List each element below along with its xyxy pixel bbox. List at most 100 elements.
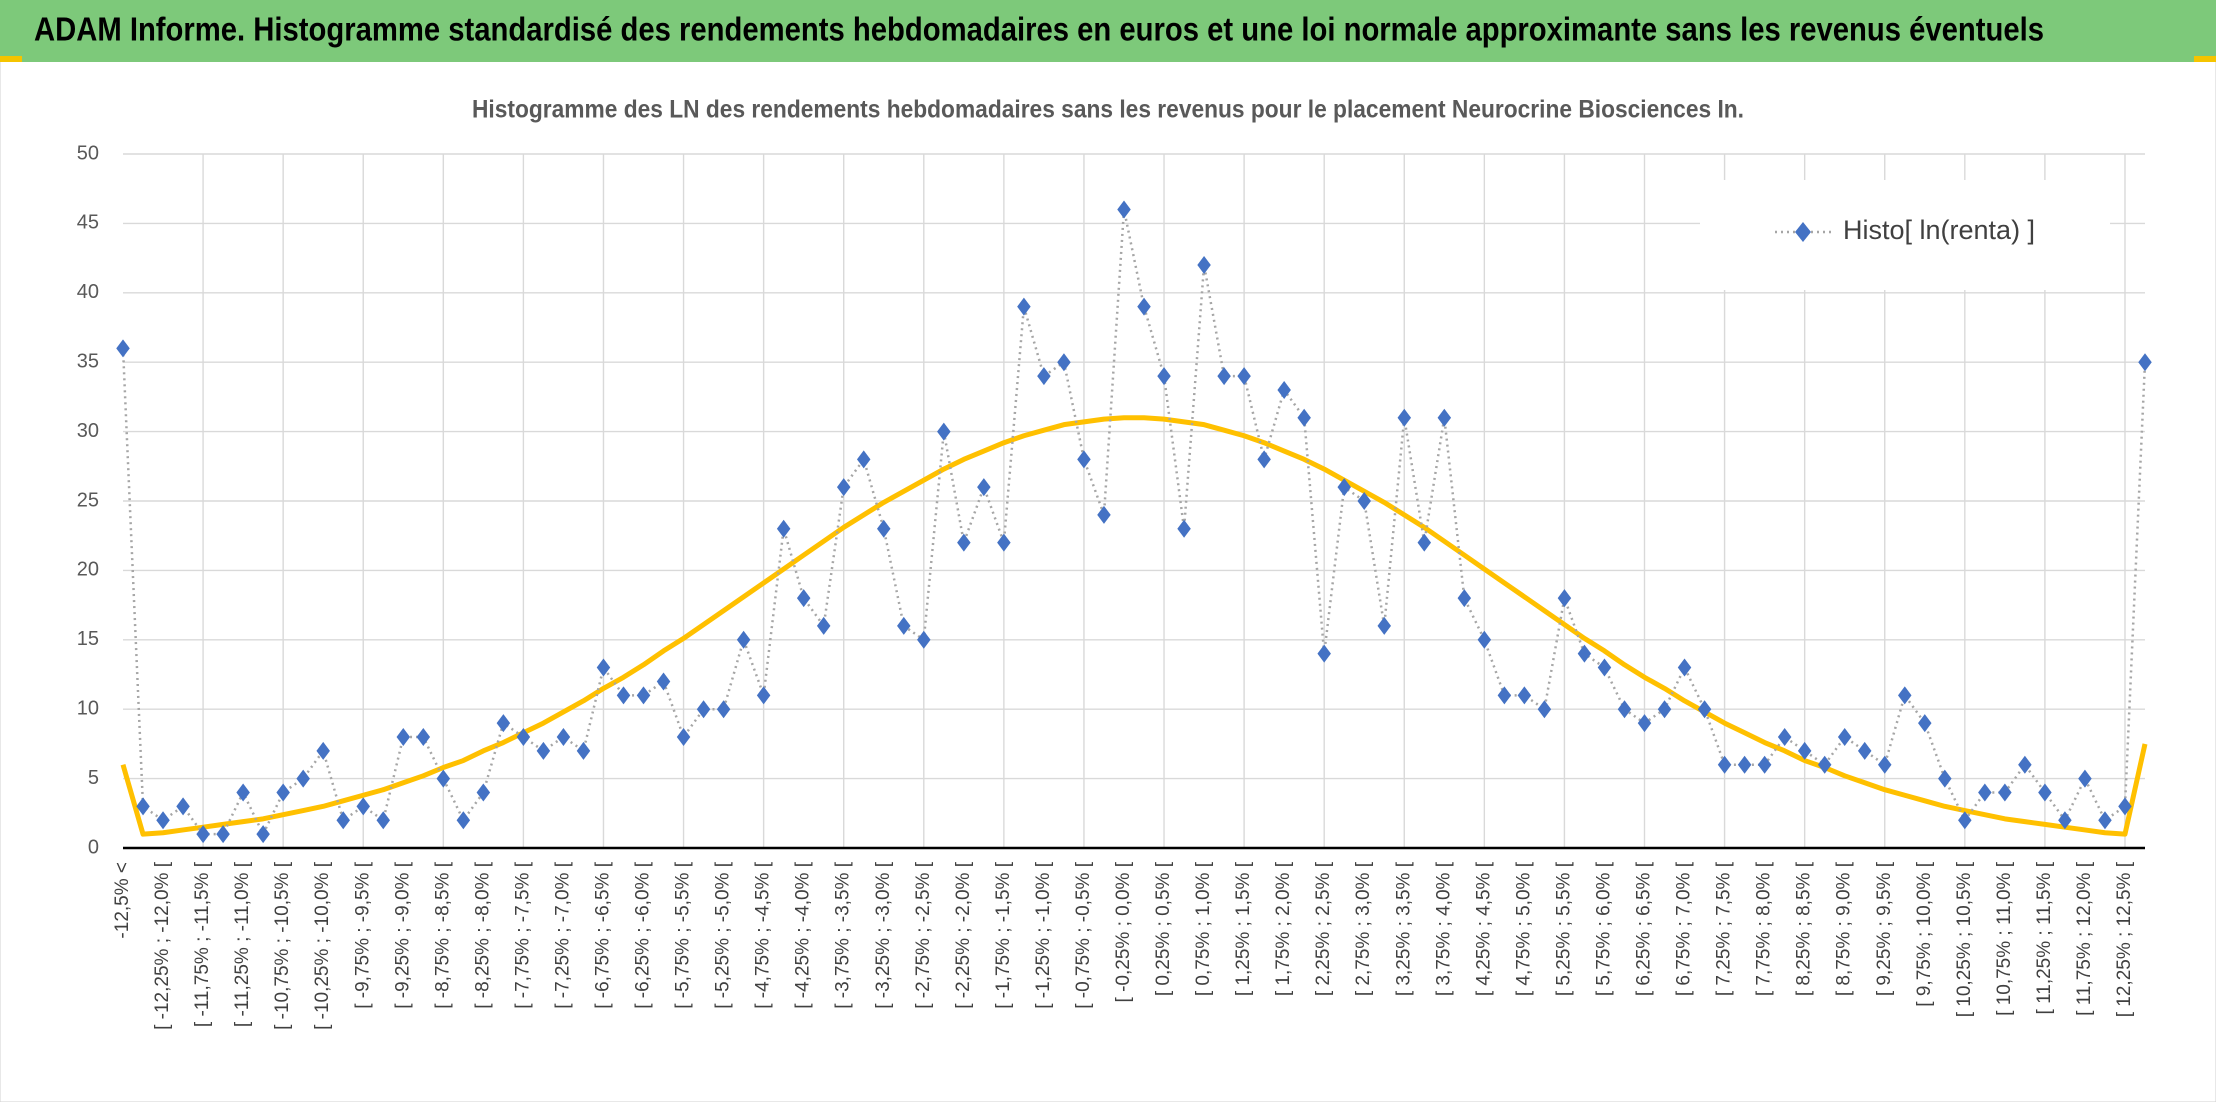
histogram-point	[2078, 769, 2092, 788]
histogram-point	[1877, 755, 1892, 774]
histogram-point	[1697, 700, 1712, 719]
y-tick-label: 35	[77, 350, 99, 372]
histogram-point	[1097, 505, 1111, 524]
histogram-point	[1817, 755, 1832, 774]
x-tick-label: [ 2,25% ; 2,5% [	[1313, 861, 1334, 996]
histogram-point	[276, 783, 290, 802]
chart-title: Histogramme des LN des rendements hebdom…	[472, 96, 1744, 124]
x-tick-label: [ -0,75% ; -0,5% [	[1073, 861, 1094, 1009]
histogram-point	[676, 727, 691, 746]
x-tick-label: [ -2,25% ; -2,0% [	[953, 861, 974, 1009]
histogram-point	[1137, 297, 1151, 316]
histogram-point	[1757, 755, 1772, 774]
x-tick-label: [ 7,75% ; 8,0% [	[1754, 861, 1775, 996]
legend-box	[1700, 180, 2110, 290]
histogram-point	[516, 727, 531, 746]
histogram-point	[2118, 797, 2132, 816]
legend-label: Histo[ ln(renta) ]	[1843, 215, 2035, 245]
x-tick-label: [ -2,75% ; -2,5% [	[913, 861, 934, 1009]
histogram-point	[1497, 686, 1512, 705]
x-tick-label: [ -1,25% ; -1,0% [	[1033, 861, 1054, 1009]
legend-marker	[1795, 222, 1811, 242]
histogram-point	[1597, 658, 1612, 677]
y-tick-label: 40	[77, 281, 99, 303]
x-tick-label: [ 5,25% ; 5,5% [	[1553, 861, 1574, 996]
histogram-point	[1837, 727, 1852, 746]
y-tick-label: 10	[77, 697, 99, 719]
x-tick-label: [ 0,75% ; 1,0% [	[1193, 861, 1214, 996]
histogram-point	[1017, 297, 1031, 316]
x-tick-label: [ -9,75% ; -9,5% [	[352, 861, 373, 1009]
histogram-point	[2138, 353, 2152, 372]
histogram-point	[1257, 450, 1271, 469]
histogram-point	[1277, 380, 1291, 399]
y-tick-label: 0	[88, 836, 99, 858]
x-tick-label: -12,5% <	[112, 862, 133, 939]
histogram-point	[336, 811, 350, 830]
histogram-point	[1297, 408, 1311, 427]
histogram-point	[136, 797, 150, 816]
histogram-point	[997, 533, 1011, 552]
histogram-point	[2018, 755, 2032, 774]
x-tick-label: [ -5,25% ; -5,0% [	[713, 861, 734, 1009]
x-tick-label: [ 7,25% ; 7,5% [	[1714, 861, 1735, 996]
histogram-point	[536, 741, 551, 760]
x-tick-label: [ 2,75% ; 3,0% [	[1353, 861, 1374, 996]
histogram-point	[1657, 700, 1672, 719]
x-tick-label: [ 8,75% ; 9,0% [	[1834, 861, 1855, 996]
histogram-point	[356, 797, 370, 816]
histogram-point	[856, 450, 871, 469]
histogram-point	[296, 769, 310, 788]
histogram-point	[1777, 727, 1792, 746]
histogram-point	[756, 686, 771, 705]
histogram-point	[1557, 589, 1572, 608]
x-tick-label: [ 0,25% ; 0,5% [	[1153, 861, 1174, 996]
histogram-point	[496, 714, 511, 733]
y-tick-label: 25	[77, 489, 99, 511]
histogram-point	[957, 533, 971, 552]
histogram-point	[1517, 686, 1532, 705]
y-tick-label: 5	[88, 767, 99, 789]
histogram-point	[1978, 783, 1992, 802]
histogram-point	[1717, 755, 1732, 774]
x-tick-label: [ -12,25% ; -12,0% [	[152, 861, 173, 1030]
histogram-point	[236, 783, 250, 802]
histogram-point	[1477, 630, 1492, 649]
x-tick-label: [ 9,75% ; 10,0% [	[1914, 861, 1935, 1006]
histogram-point	[2038, 783, 2052, 802]
histogram-point	[1157, 367, 1171, 386]
histogram-point	[716, 700, 731, 719]
histogram-point	[436, 769, 451, 788]
histogram-point	[2058, 811, 2072, 830]
x-tick-label: [ 6,25% ; 6,5% [	[1634, 861, 1655, 996]
histogram-point	[1797, 741, 1812, 760]
histogram-point	[1998, 783, 2012, 802]
histogram-point	[1857, 741, 1872, 760]
x-tick-label: [ -11,75% ; -11,5% [	[192, 861, 213, 1027]
histogram-point	[1317, 644, 1331, 663]
x-tick-label: [ 8,25% ; 8,5% [	[1794, 861, 1815, 996]
x-tick-label: [ -4,25% ; -4,0% [	[793, 861, 814, 1009]
x-tick-label: [ -7,25% ; -7,0% [	[552, 861, 573, 1009]
corner-mark	[0, 56, 22, 62]
x-tick-label: [ 10,25% ; 10,5% [	[1954, 861, 1975, 1017]
histogram-point	[1397, 408, 1412, 427]
histogram-point	[736, 630, 751, 649]
histogram-point	[836, 478, 851, 497]
x-tick-label: [ 4,25% ; 4,5% [	[1473, 861, 1494, 996]
x-tick-label: [ 4,75% ; 5,0% [	[1513, 861, 1534, 996]
histogram-point	[456, 811, 471, 830]
x-tick-label: [ -4,75% ; -4,5% [	[753, 861, 774, 1009]
histogram-point	[1037, 367, 1051, 386]
histogram-point	[796, 589, 811, 608]
y-tick-label: 50	[77, 142, 99, 164]
y-tick-label: 15	[77, 628, 99, 650]
histogram-point	[1737, 755, 1752, 774]
histogram-point	[1677, 658, 1692, 677]
x-tick-label: [ -8,75% ; -8,5% [	[432, 861, 453, 1009]
histogram-point	[1177, 519, 1191, 538]
x-tick-label: [ -0,25% ; 0,0% [	[1113, 861, 1134, 1002]
histogram-point	[696, 700, 711, 719]
histogram-point	[216, 825, 230, 844]
